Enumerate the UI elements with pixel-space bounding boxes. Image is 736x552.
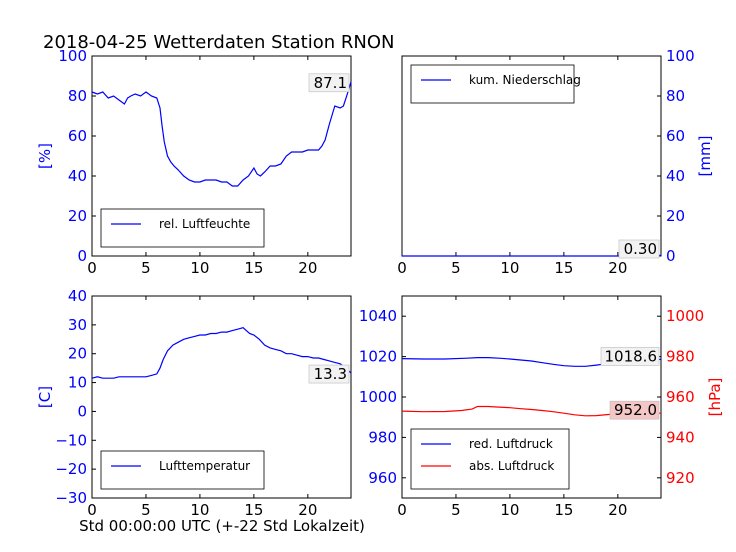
- y-tick-label: 960: [666, 388, 695, 406]
- value-annotation: 952.0: [614, 401, 657, 419]
- y-tick-label: 20: [68, 345, 87, 363]
- legend-box: [410, 64, 575, 104]
- series-line-lufttemperatur: [91, 327, 352, 379]
- y-tick-label: 980: [666, 348, 695, 366]
- x-tick-label: 20: [608, 259, 627, 277]
- legend-box: [100, 450, 265, 490]
- legend-label: Lufttemperatur: [159, 459, 250, 473]
- y-tick-label: 0: [77, 247, 87, 265]
- x-tick-label: 0: [397, 501, 407, 519]
- y-tick-label: 40: [666, 167, 685, 185]
- y-tick-label: 1040: [359, 307, 397, 325]
- y-tick-label: 80: [68, 87, 87, 105]
- value-annotation: 1018.6: [605, 347, 658, 365]
- value-annotation-box: [308, 73, 350, 93]
- x-tick-label: 15: [554, 501, 573, 519]
- chart-panel-top-right: 0 5 10 15 20 0 20 40 60 80 100 [mm] kum. Niederschla…: [397, 47, 714, 277]
- y-tick-label: 60: [68, 127, 87, 145]
- x-tick-label: 10: [190, 259, 209, 277]
- legend-label: rel. Luftfeuchte: [159, 217, 250, 231]
- y-tick-label: 980: [368, 428, 397, 446]
- y-axis-label: [C]: [36, 386, 54, 408]
- x-tick-label: 10: [500, 259, 519, 277]
- y-tick-label: 40: [68, 287, 87, 305]
- y-tick-label: 80: [666, 87, 685, 105]
- x-tick-label: 0: [87, 501, 97, 519]
- y-tick-label: 30: [68, 316, 87, 334]
- legend-label: abs. Luftdruck: [469, 459, 554, 473]
- x-tick-label: 15: [554, 259, 573, 277]
- x-tick-label: 0: [87, 259, 97, 277]
- y-tick-label: 960: [368, 469, 397, 487]
- x-tick-label: 10: [190, 501, 209, 519]
- y-tick-label: 1000: [666, 307, 704, 325]
- value-annotation: 87.1: [314, 74, 347, 92]
- y-tick-label: 60: [666, 127, 685, 145]
- y-tick-label: −10: [55, 431, 87, 449]
- y-tick-label: 0: [77, 402, 87, 420]
- y-tick-label: 920: [666, 469, 695, 487]
- y-tick-label: −20: [55, 460, 87, 478]
- x-tick-label: 15: [244, 501, 263, 519]
- y-tick-label: 1020: [359, 348, 397, 366]
- x-tick-label: 5: [451, 259, 461, 277]
- y-tick-label: 100: [58, 47, 87, 65]
- legend-label: kum. Niederschlag: [469, 73, 581, 87]
- x-tick-label: 20: [608, 501, 627, 519]
- y-tick-label: 20: [68, 207, 87, 225]
- y-axis-label: [%]: [36, 143, 54, 169]
- x-tick-label: 10: [500, 501, 519, 519]
- x-tick-label: 20: [298, 259, 317, 277]
- value-annotation: 0.30: [624, 240, 657, 258]
- y-axis-label-right: [hPa]: [706, 378, 724, 417]
- y-axis-label: [mm]: [696, 136, 714, 177]
- chart-panel-bottom-right: 0 5 10 15 20 960 980 1000 1020 1040 920 940 960 980 10…: [359, 295, 724, 519]
- legend-label: red. Luftdruck: [469, 437, 553, 451]
- y-tick-label: 20: [666, 207, 685, 225]
- value-annotation-box: [618, 239, 660, 259]
- x-tick-label: 5: [141, 259, 151, 277]
- value-annotation-box: [609, 400, 660, 420]
- y-tick-label: 0: [666, 247, 676, 265]
- x-tick-label: 20: [298, 501, 317, 519]
- chart-panel-bottom-left: 0 5 10 15 20 −30 −20 −10 0 10 20 30 40 [C] Lufttempera…: [36, 287, 352, 519]
- x-tick-label: 5: [451, 501, 461, 519]
- x-tick-label: 0: [397, 259, 407, 277]
- x-tick-label: 15: [244, 259, 263, 277]
- figure-title: 2018-04-25 Wetterdaten Station RNON: [43, 32, 394, 53]
- y-tick-label: 40: [68, 167, 87, 185]
- x-axis-label: Std 00:00:00 UTC (+-22 Std Lokalzeit): [79, 517, 365, 535]
- y-tick-label: 10: [68, 374, 87, 392]
- y-tick-label: 1000: [359, 388, 397, 406]
- value-annotation-box: [308, 364, 350, 384]
- chart-panel-top-left: 0 5 10 15 20 0 20 40 60 80 100 [%] rel. Luftfeuchte 8…: [36, 47, 352, 277]
- legend-box: [100, 208, 265, 248]
- value-annotation-box: [600, 347, 660, 366]
- y-tick-label: 940: [666, 428, 695, 446]
- value-annotation: 13.3: [314, 365, 347, 383]
- y-tick-label: 100: [666, 47, 695, 65]
- series-line-rel-luftfeuchte: [91, 81, 352, 187]
- x-tick-label: 5: [141, 501, 151, 519]
- y-tick-label: −30: [55, 489, 87, 507]
- legend-box: [410, 428, 570, 490]
